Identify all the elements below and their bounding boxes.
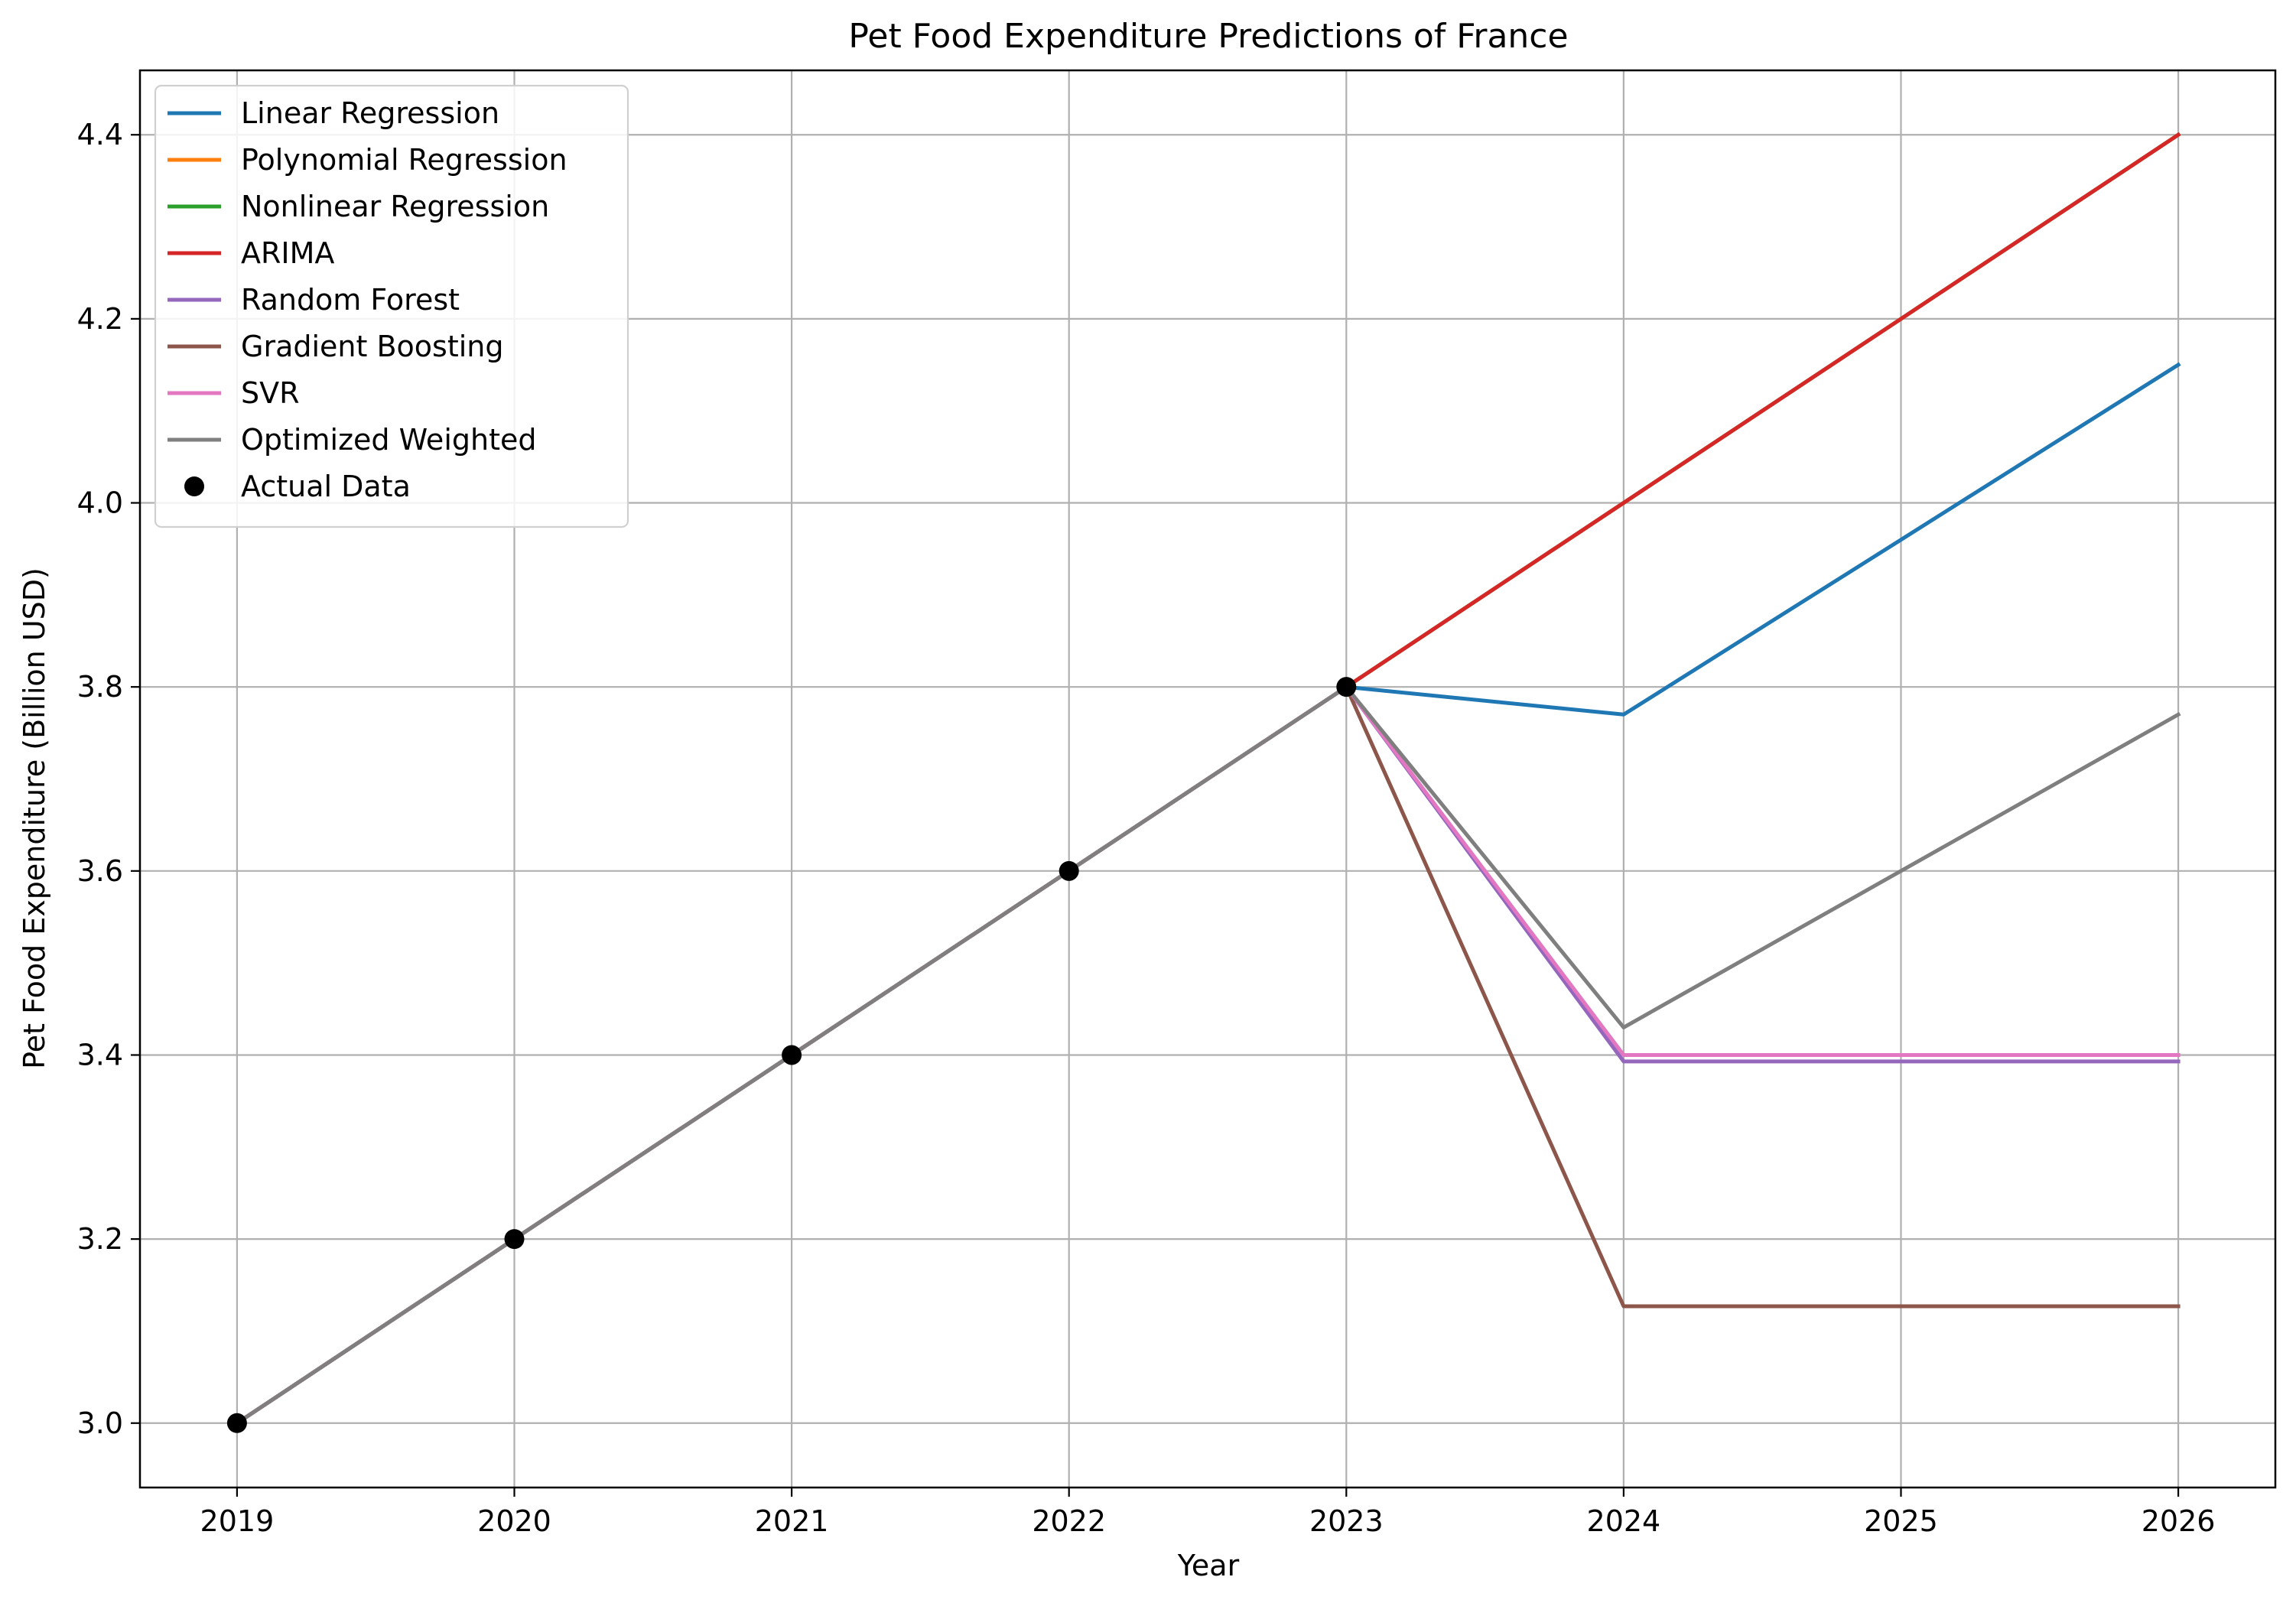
legend-label: Random Forest: [241, 283, 460, 317]
y-tick-label: 3.4: [77, 1038, 123, 1071]
x-tick-label: 2023: [1309, 1504, 1384, 1538]
actual-data-point: [504, 1229, 525, 1250]
legend-label: Actual Data: [241, 470, 411, 503]
legend-label: Gradient Boosting: [241, 330, 504, 363]
x-tick-label: 2022: [1032, 1504, 1106, 1538]
y-tick-label: 4.0: [77, 486, 123, 520]
y-tick-label: 3.0: [77, 1406, 123, 1440]
series-lines: [234, 132, 2181, 1426]
legend-label: Optimized Weighted: [241, 423, 536, 457]
x-axis: 2019 2020 2021 2022 2023 2024 2025 2026: [200, 1488, 2216, 1538]
legend-label: SVR: [241, 376, 300, 410]
actual-data-point: [782, 1045, 802, 1065]
y-tick-label: 4.2: [77, 302, 123, 336]
x-tick-label: 2025: [1864, 1504, 1938, 1538]
x-axis-label: Year: [1177, 1549, 1240, 1582]
x-tick-label: 2021: [755, 1504, 829, 1538]
x-tick-label: 2020: [477, 1504, 551, 1538]
legend-label: ARIMA: [241, 236, 334, 270]
x-tick-label: 2019: [200, 1504, 275, 1538]
y-axis-label: Pet Food Expenditure (Billion USD): [18, 567, 51, 1069]
legend-marker: [184, 476, 204, 496]
legend-box: [154, 84, 629, 528]
y-tick-label: 3.6: [77, 854, 123, 888]
legend: Linear Regression Polynomial Regression No…: [154, 84, 629, 528]
actual-data-point: [1059, 860, 1079, 881]
y-axis: 3.0 3.2 3.4 3.6 3.8 4.0 4.2 4.4: [77, 118, 140, 1440]
y-tick-label: 3.8: [77, 670, 123, 704]
legend-label: Nonlinear Regression: [241, 190, 549, 223]
actual-data-points: [226, 677, 1357, 1433]
legend-label: Linear Regression: [241, 96, 499, 130]
actual-data-point: [226, 1413, 247, 1433]
legend-label: Polynomial Regression: [241, 143, 567, 177]
y-tick-label: 3.2: [77, 1222, 123, 1256]
x-tick-label: 2026: [2142, 1504, 2216, 1538]
series-line-8: [234, 684, 2181, 1426]
chart-title: Pet Food Expenditure Predictions of Fran…: [848, 17, 1568, 56]
plot-frame: [138, 69, 2277, 1489]
y-tick-label: 4.4: [77, 118, 123, 151]
actual-data-point: [1336, 677, 1357, 697]
x-tick-label: 2024: [1587, 1504, 1661, 1538]
